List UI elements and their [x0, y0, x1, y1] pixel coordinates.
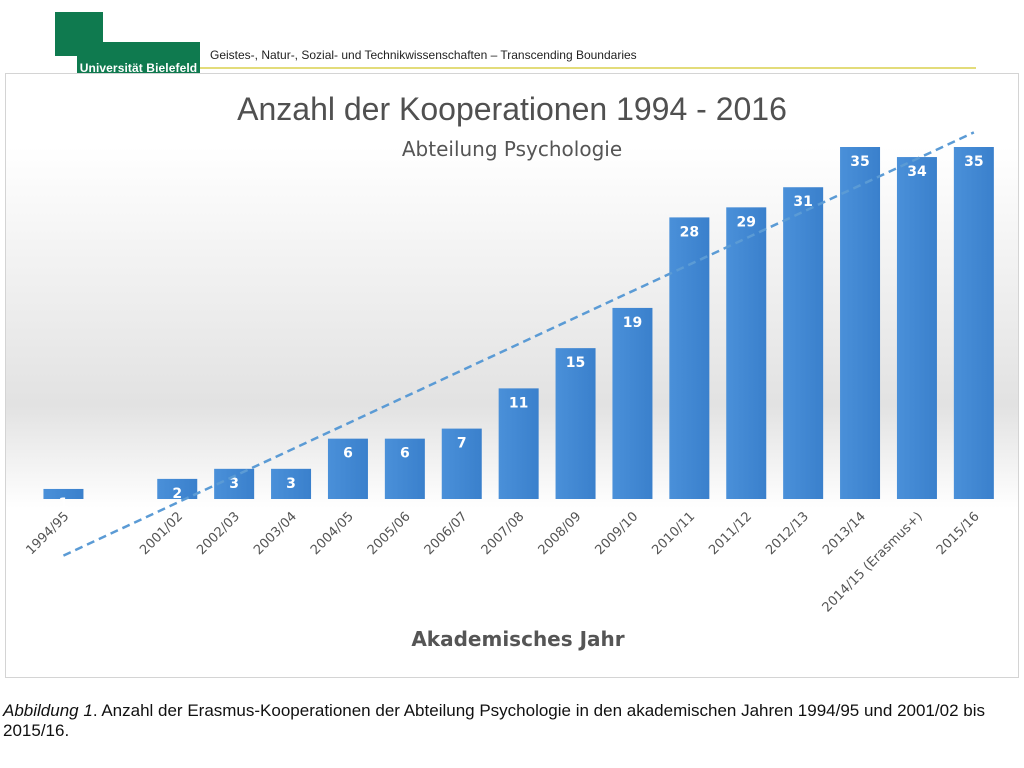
- x-tick-label-5: 2004/05: [308, 509, 357, 558]
- chart-title: Anzahl der Kooperationen 1994 - 2016: [237, 91, 787, 127]
- x-axis-label: Akademisches Jahr: [411, 627, 624, 651]
- bar-13: [783, 187, 824, 499]
- x-tick-label-9: 2008/09: [536, 509, 585, 558]
- bar-chart: Anzahl der Kooperationen 1994 - 2016 Abt…: [23, 91, 994, 651]
- figure-caption: Abbildung 1. Anzahl der Erasmus-Kooperat…: [3, 701, 1013, 741]
- bar-3: [214, 468, 255, 499]
- chart-frame: Anzahl der Kooperationen 1994 - 2016 Abt…: [5, 73, 1019, 678]
- x-tick-label-15: 2014/15 (Erasmus+): [820, 509, 926, 615]
- data-label-12: 29: [737, 214, 756, 230]
- data-label-4: 3: [286, 476, 296, 492]
- data-label-5: 6: [343, 446, 353, 462]
- x-tick-label-6: 2005/06: [365, 509, 414, 558]
- chart-subtitle: Abteilung Psychologie: [402, 137, 622, 161]
- data-label-9: 15: [566, 355, 585, 371]
- bar-15: [896, 157, 937, 500]
- data-label-8: 11: [509, 395, 528, 411]
- x-tick-label-10: 2009/10: [592, 509, 641, 558]
- bar-16: [953, 147, 994, 499]
- bar-7: [441, 428, 482, 499]
- bar-11: [669, 217, 710, 499]
- header-rule: [200, 67, 976, 69]
- x-tick-label-14: 2013/14: [820, 509, 869, 558]
- bars-group: [43, 147, 994, 500]
- university-logo: Universität Bielefeld: [55, 12, 200, 81]
- data-label-13: 31: [793, 194, 812, 210]
- x-tick-label-16: 2015/16: [934, 509, 983, 558]
- data-label-14: 35: [850, 154, 869, 170]
- bar-5: [327, 438, 368, 499]
- x-tick-label-11: 2010/11: [649, 509, 698, 558]
- trend-line: [62, 131, 975, 557]
- x-tick-label-2: 2001/02: [137, 509, 186, 558]
- bar-4: [271, 468, 312, 499]
- logo-mark-band: [103, 42, 200, 56]
- x-tick-label-7: 2006/07: [422, 509, 471, 558]
- bar-12: [726, 207, 767, 500]
- data-label-11: 28: [680, 224, 699, 240]
- data-label-15: 34: [907, 164, 927, 180]
- data-label-0: 1: [59, 496, 69, 512]
- x-tick-label-4: 2003/04: [251, 509, 300, 558]
- data-label-6: 6: [400, 446, 410, 462]
- bar-8: [498, 388, 539, 499]
- data-label-10: 19: [623, 315, 642, 331]
- data-label-16: 35: [964, 154, 983, 170]
- bar-9: [555, 348, 596, 499]
- x-tick-label-8: 2007/08: [479, 509, 528, 558]
- x-tick-label-13: 2012/13: [763, 509, 812, 558]
- x-tick-label-3: 2002/03: [194, 509, 243, 558]
- data-labels-group: 1 2 3 3 6 6 7 11 15 19 28 29 31 35 34 35: [59, 154, 984, 512]
- caption-label: Abbildung 1: [3, 701, 93, 720]
- bar-6: [384, 438, 425, 499]
- header-tagline: Geistes-, Natur-, Sozial- und Technikwis…: [210, 48, 637, 62]
- caption-text: . Anzahl der Erasmus-Kooperationen der A…: [3, 701, 985, 740]
- x-tick-label-12: 2011/12: [706, 509, 755, 558]
- data-label-2: 2: [172, 486, 182, 502]
- x-tick-labels-group: 1994/95 2001/02 2002/03 2003/04 2004/05 2005/…: [23, 509, 982, 615]
- data-label-7: 7: [457, 436, 467, 452]
- bar-14: [840, 147, 881, 499]
- x-tick-label-0: 1994/95: [23, 509, 72, 558]
- data-label-3: 3: [229, 476, 239, 492]
- logo-mark: [55, 12, 103, 56]
- bar-2: [157, 478, 198, 499]
- bar-0: [43, 488, 84, 499]
- bar-10: [612, 307, 653, 499]
